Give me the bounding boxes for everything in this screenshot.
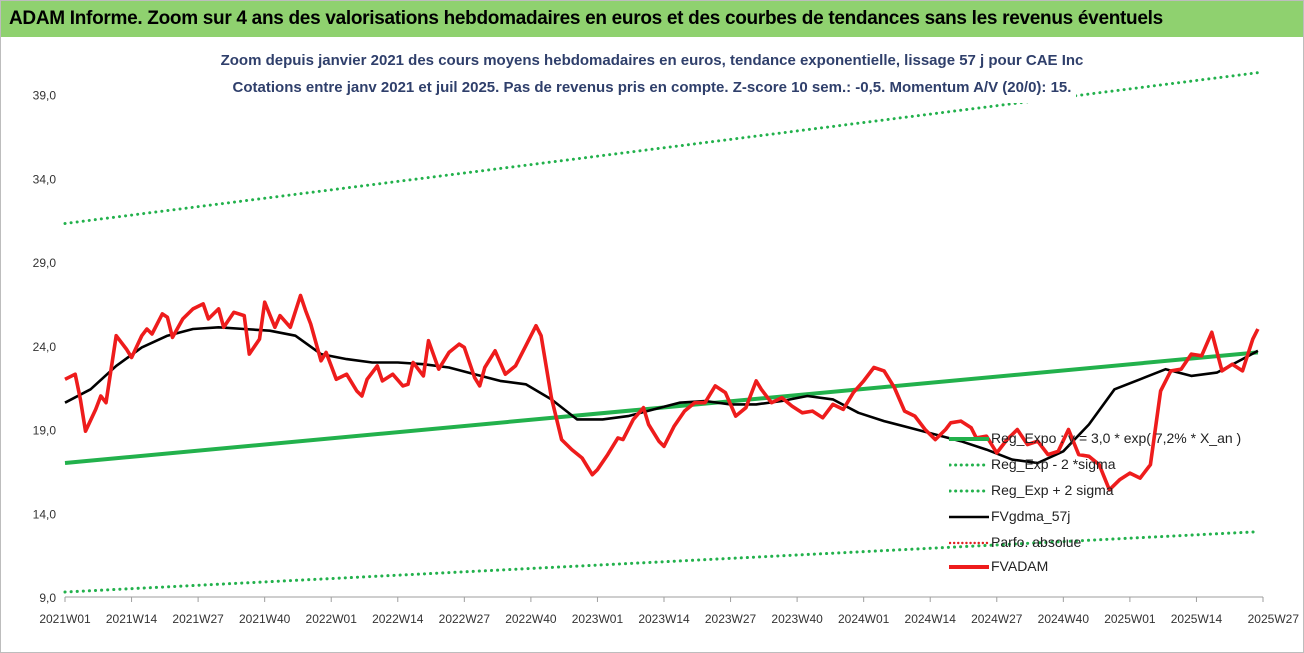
legend-item-fvadam: FVADAM [949,557,1249,577]
x-tick-label: 2022W14 [372,612,424,626]
legend-label-perf-absolue: Parfo. absolue [991,534,1082,550]
x-tick-label: 2024W01 [838,612,890,626]
y-tick-label: 24,0 [33,340,57,354]
series-lower-sigma-line [63,530,1260,594]
legend-swatch-upper-sigma [949,489,989,493]
legend-item-perf-absolue: Parfo. absolue [949,533,1249,553]
y-tick-label: 39,0 [33,89,57,103]
x-tick-label: 2023W40 [771,612,823,626]
series-gdma-line [64,325,1259,465]
x-tick-label: 2024W14 [905,612,957,626]
legend-item-reg-expo: Reg_Expo : y = 3,0 * exp( 7,2% * X_an ) [949,429,1249,449]
axes-layer: 9,0 14,0 19,0 24,0 29,0 34,0 39,0 2021W01 2021W1… [33,89,1300,627]
legend-label-fvadam: FVADAM [991,558,1049,574]
legend-label-lower-sigma: Reg_Exp - 2 *sigma [991,456,1116,472]
x-tick-label: 2024W40 [1038,612,1090,626]
subtitle-backdrop [226,45,1076,103]
legend-label-reg-expo: Reg_Expo : y = 3,0 * exp( 7,2% * X_an ) [991,430,1242,446]
legend-item-lower-sigma: Reg_Exp - 2 *sigma [949,455,1249,475]
legend-swatch-perf-absolue [949,541,989,545]
y-tick-label: 29,0 [33,256,57,270]
legend-swatch-fvadam [949,565,989,569]
header-title: ADAM Informe. Zoom sur 4 ans des valoris… [9,8,1163,29]
x-tick-label: 2022W01 [306,612,358,626]
x-tick-label: 2024W27 [971,612,1023,626]
x-tick-label: 2021W14 [106,612,158,626]
y-tick-label: 34,0 [33,172,57,186]
x-tick-label: 2022W27 [439,612,491,626]
y-tick-label: 19,0 [33,424,57,438]
legend-label-upper-sigma: Reg_Exp + 2 sigma [991,482,1114,498]
gdma-layer [64,325,1259,465]
x-tick-label: 2021W01 [39,612,91,626]
x-tick-label: 2025W14 [1171,612,1223,626]
y-tick-label: 9,0 [39,591,56,605]
chart-subtitle-line-2: Cotations entre janv 2021 et juil 2025. … [232,79,1072,96]
x-tick-label: 2021W27 [172,612,224,626]
legend-item-gdma: FVgdma_57j [949,507,1249,527]
series-fvadam-line [64,293,1260,492]
y-tick-label: 14,0 [33,507,57,521]
legend-item-upper-sigma: Reg_Exp + 2 sigma [949,481,1249,501]
x-tick-label: 2021W40 [239,612,291,626]
header-bar: ADAM Informe. Zoom sur 4 ans des valoris… [1,1,1303,37]
fvadam-layer [64,293,1260,492]
chart-subtitle-line-1: Zoom depuis janvier 2021 des cours moyen… [220,52,1084,69]
legend-label-gdma: FVgdma_57j [991,508,1071,524]
x-tick-label: 2025W01 [1104,612,1156,626]
x-tick-label: 2023W01 [572,612,624,626]
legend-swatch-reg-expo [949,437,989,441]
lower-sigma-layer [63,530,1260,594]
legend-swatch-lower-sigma [949,463,989,467]
x-tick-label: 2025W27 [1248,612,1300,626]
legend-swatch-gdma [949,515,989,519]
upper-sigma-layer [63,45,1260,225]
x-tick-label: 2023W27 [705,612,757,626]
x-tick-label: 2022W40 [505,612,557,626]
x-tick-label: 2023W14 [638,612,690,626]
